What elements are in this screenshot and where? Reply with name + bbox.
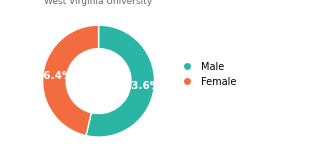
Wedge shape — [86, 25, 155, 137]
Text: 53.6%: 53.6% — [124, 81, 161, 91]
Text: 46.4%: 46.4% — [36, 71, 73, 81]
Wedge shape — [43, 25, 99, 136]
Legend: Male, Female: Male, Female — [173, 58, 240, 90]
Title: Male/Female Breakdown of Undergraduate Students at
West Virginia University: Male/Female Breakdown of Undergraduate S… — [0, 0, 223, 6]
